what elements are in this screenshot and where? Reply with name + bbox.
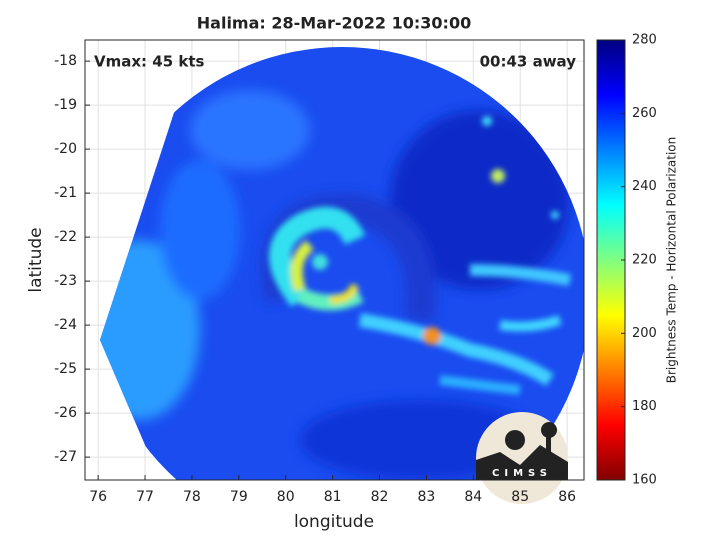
y-tick-label: -26 <box>54 405 77 421</box>
y-tick-label: -25 <box>54 361 77 377</box>
colorbar-tick-label: 260 <box>632 106 657 121</box>
y-axis-label: latitude <box>26 227 46 292</box>
x-tick-label: 84 <box>464 489 482 505</box>
y-tick-label: -24 <box>54 317 77 333</box>
chart-title: Halima: 28-Mar-2022 10:30:00 <box>197 14 471 33</box>
x-tick-label: 85 <box>511 489 529 505</box>
x-tick-label: 81 <box>324 489 342 505</box>
x-tick-label: 76 <box>89 489 107 505</box>
colorbar-tick-label: 180 <box>632 399 657 414</box>
x-tick-label: 86 <box>558 489 576 505</box>
annotation: 00:43 away <box>480 53 577 71</box>
y-tick-label: -20 <box>54 141 77 157</box>
y-tick-label: -18 <box>54 53 77 69</box>
colorbar-label: Brightness Temp - Horizontal Polarizatio… <box>665 137 679 384</box>
annotation: Vmax: 45 kts <box>94 53 204 71</box>
plot-frame <box>84 39 585 481</box>
logo-text: CIMSS <box>492 468 552 479</box>
colorbar <box>596 39 626 481</box>
x-axis-label: longitude <box>294 512 374 532</box>
colorbar-tick-label: 220 <box>632 253 657 268</box>
y-tick-label: -19 <box>54 97 77 113</box>
satellite-image <box>100 47 584 480</box>
x-tick-label: 78 <box>183 489 201 505</box>
colorbar-tick-label: 240 <box>632 179 657 194</box>
colorbar-tick-label: 160 <box>632 473 657 488</box>
x-tick-label: 77 <box>136 489 154 505</box>
x-tick-label: 79 <box>230 489 248 505</box>
x-tick-label: 83 <box>418 489 436 505</box>
y-tick-label: -27 <box>54 449 77 465</box>
colorbar-tick-label: 200 <box>632 326 657 341</box>
y-tick-label: -23 <box>54 273 77 289</box>
y-tick-label: -21 <box>54 185 77 201</box>
cimss-logo: CIMSS <box>476 412 568 504</box>
x-tick-label: 80 <box>277 489 295 505</box>
x-tick-label: 82 <box>371 489 389 505</box>
colorbar-tick-label: 280 <box>632 33 657 48</box>
y-tick-label: -22 <box>54 229 77 245</box>
